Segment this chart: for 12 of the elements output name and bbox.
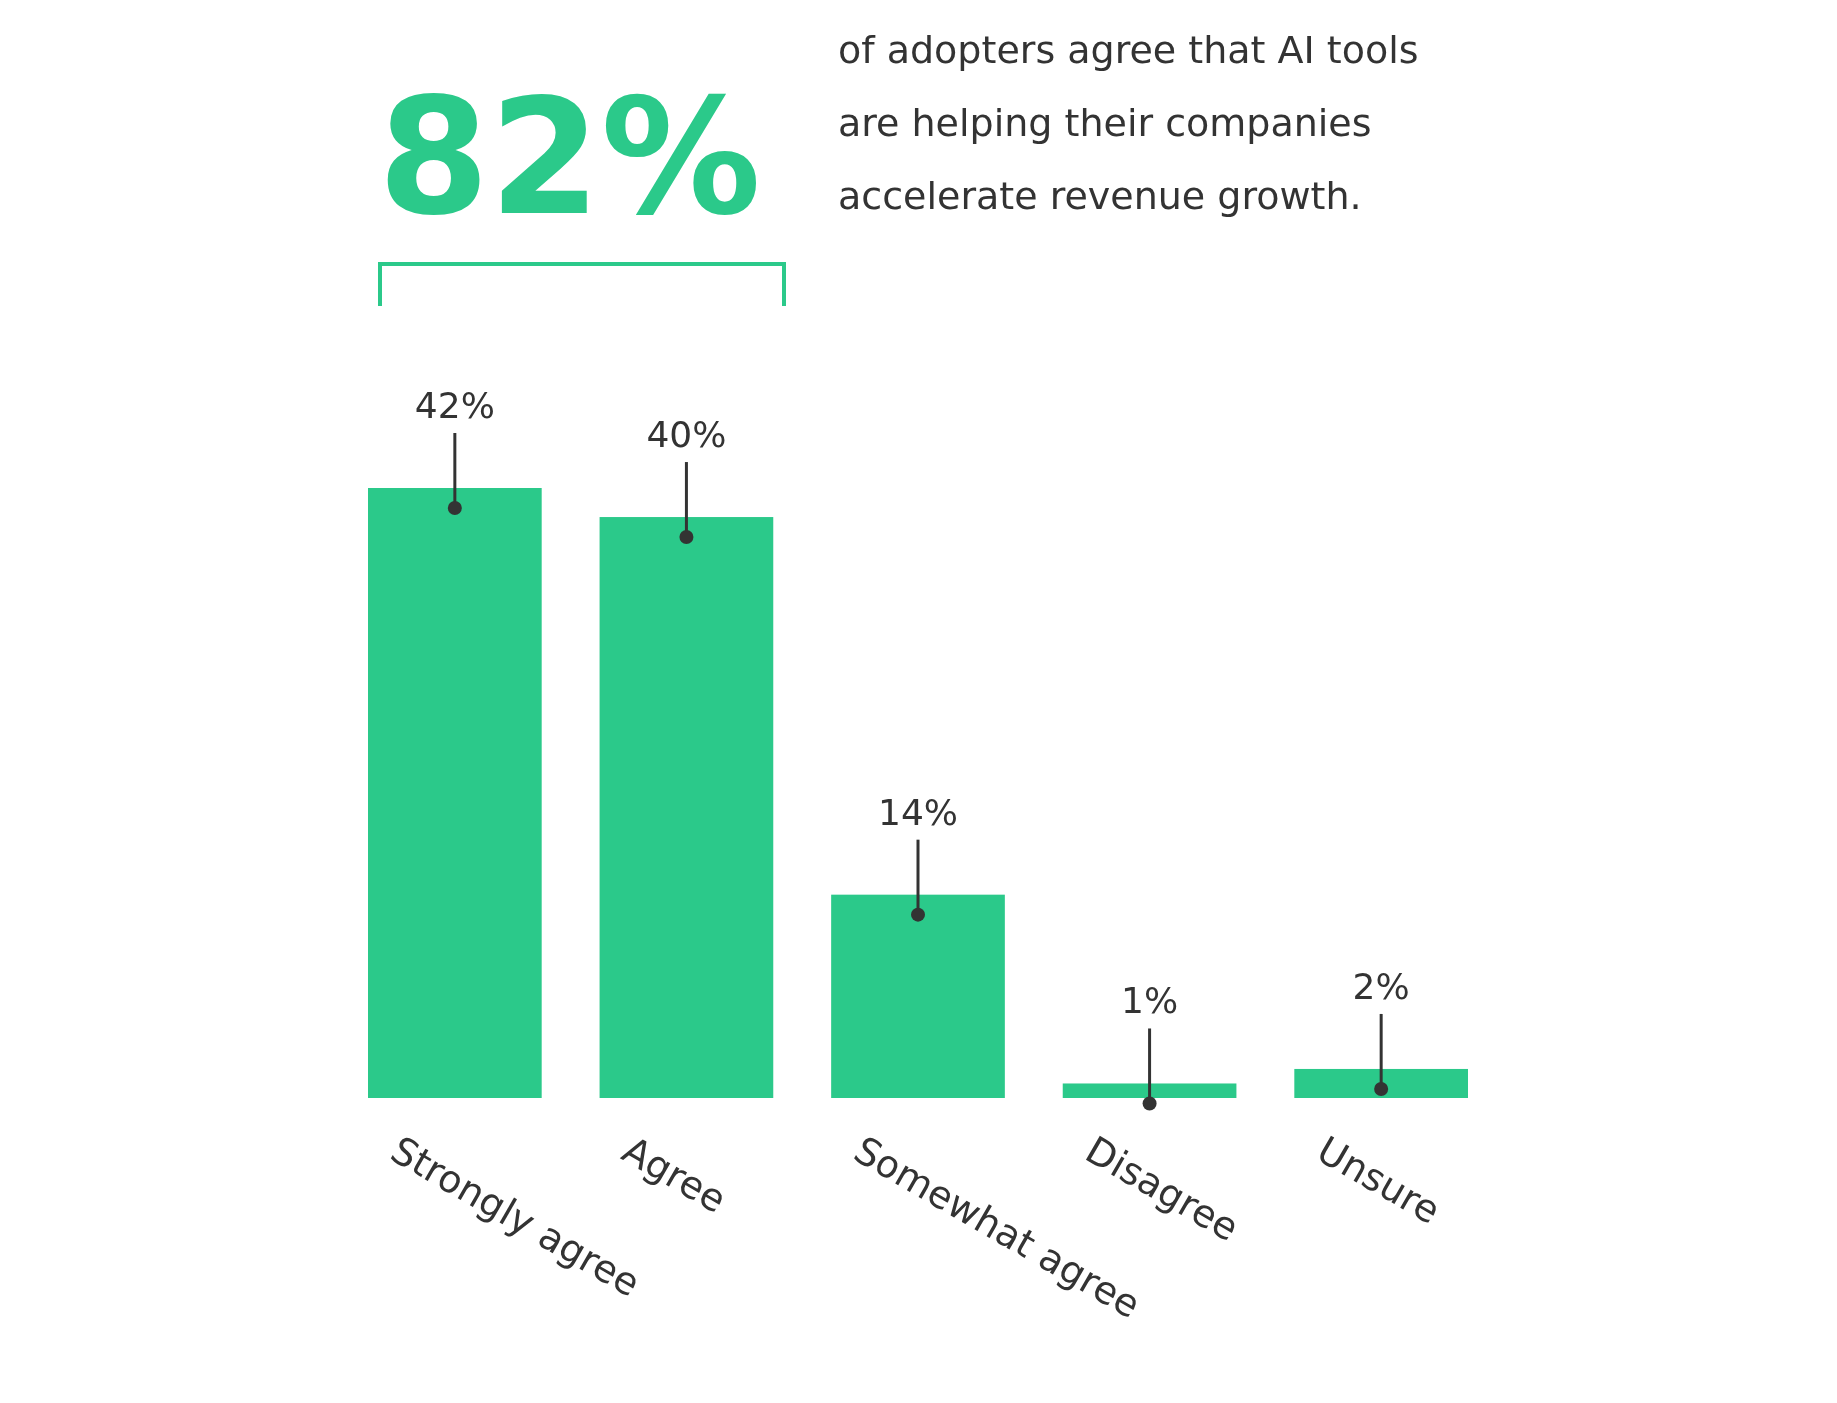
- chart-title: 82%: [378, 64, 761, 251]
- bar: [1294, 1068, 1468, 1098]
- bar: [599, 517, 774, 1098]
- bar: [831, 894, 1005, 1098]
- data-label: 14%: [877, 791, 959, 833]
- data-label: 42%: [414, 385, 495, 426]
- bar: [1062, 1083, 1237, 1098]
- chart-subtitle: of adopters agree that AI tools are helping their companies accelerate revenue growth.: [838, 28, 1419, 218]
- data-label: 2%: [1352, 965, 1410, 1007]
- data-label: 1%: [1121, 980, 1179, 1022]
- data-label: 40%: [646, 414, 727, 456]
- bar: [368, 488, 542, 1098]
